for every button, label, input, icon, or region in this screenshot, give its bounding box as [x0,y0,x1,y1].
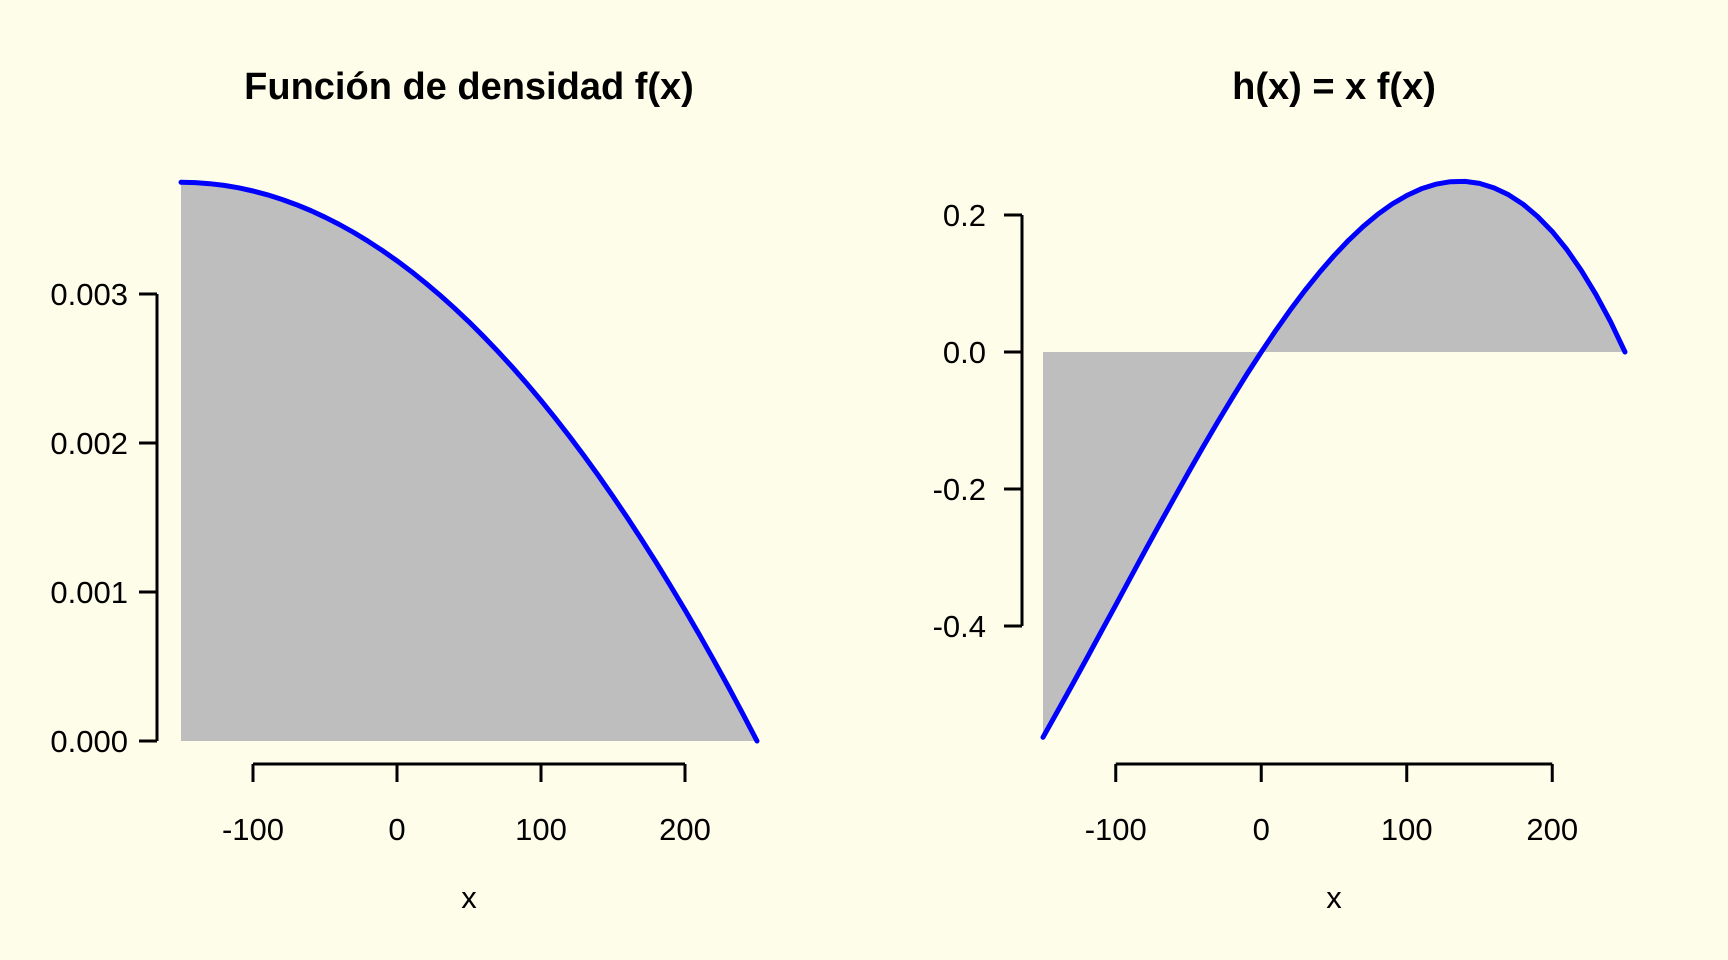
h-x-axis-label: x [1326,880,1342,915]
function-curve [1040,178,1628,740]
x-tick-label: -100 [1085,812,1147,847]
x-tick-label: 0 [388,812,405,847]
x-tick-label: 200 [659,812,711,847]
y-tick-label: 0.2 [943,198,986,233]
density-axes: 0.000 0.001 0.002 0.003 -100 0 100 200 [50,277,710,847]
area-fill [1043,181,1625,738]
density-panel: Función de densidad f(x) 0.000 0.001 0.002… [50,66,760,915]
y-tick-label: 0.000 [50,724,128,759]
x-tick-label: 100 [515,812,567,847]
y-tick-label: 0.003 [50,277,128,312]
x-tick-label: -100 [222,812,284,847]
y-tick-label: 0.001 [50,575,128,610]
h-function-panel: h(x) = x f(x) -0.4-0.20.00.2-100 0 100 200 … [933,66,1628,915]
area-fill [181,182,757,742]
x-tick-label: 200 [1526,812,1578,847]
function-curve [178,179,760,744]
density-plot-area [178,179,760,744]
y-tick-label: 0.002 [50,426,128,461]
x-tick-label: 100 [1381,812,1433,847]
h-plot-area [1040,178,1628,740]
y-tick-label: -0.2 [933,472,986,507]
density-panel-title: Función de densidad f(x) [244,66,694,108]
x-tick-label: 0 [1253,812,1270,847]
h-axes: -0.4 -0.2 0.0 0.2 -100 0 100 200 [933,198,1579,847]
y-tick-label: 0.0 [943,335,986,370]
y-tick-label: -0.4 [933,609,986,644]
density-x-axis-label: x [461,880,477,915]
h-panel-title: h(x) = x f(x) [1232,66,1436,108]
